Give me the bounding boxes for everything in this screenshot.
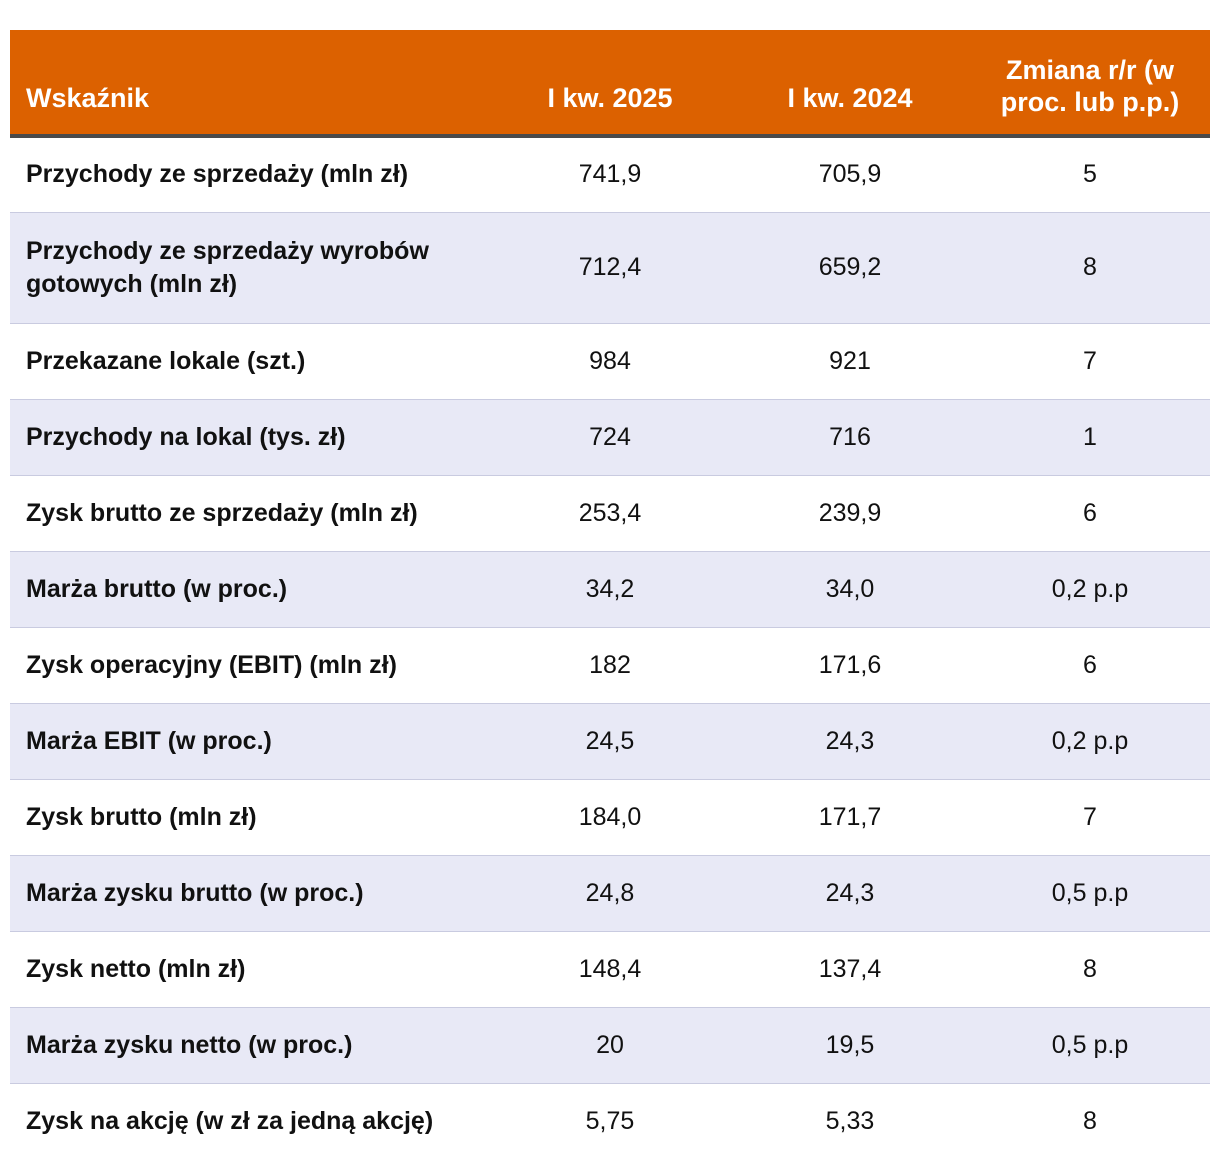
- table-row: Przychody ze sprzedaży (mln zł) 741,9 70…: [10, 136, 1210, 213]
- table-header: Wskaźnik I kw. 2025 I kw. 2024 Zmiana r/…: [10, 30, 1210, 138]
- table-row: Marża zysku brutto (w proc.) 24,8 24,3 0…: [10, 855, 1210, 932]
- row-label: Zysk na akcję (w zł za jedną akcję): [26, 1106, 434, 1135]
- row-label: Zysk netto (mln zł): [10, 931, 490, 1008]
- value-q1-2025: 34,2: [490, 551, 730, 628]
- value-yoy-change: 0,5 p.p: [970, 855, 1210, 932]
- value-q1-2025: 984: [490, 323, 730, 400]
- value-yoy-change: 0,5 p.p: [970, 1007, 1210, 1084]
- table-row: Marża brutto (w proc.) 34,2 34,0 0,2 p.p: [10, 551, 1210, 628]
- row-label: Marża brutto (w proc.): [10, 551, 490, 628]
- header-q1-2024: I kw. 2024: [730, 30, 970, 138]
- table-row: Marża EBIT (w proc.) 24,5 24,3 0,2 p.p: [10, 703, 1210, 780]
- value-q1-2025: 182: [490, 627, 730, 704]
- value-q1-2025: 20: [490, 1007, 730, 1084]
- row-label: Zysk brutto ze sprzedaży (mln zł): [10, 475, 490, 552]
- header-indicator: Wskaźnik: [10, 30, 490, 138]
- value-q1-2024: 171,7: [730, 779, 970, 856]
- value-yoy-change: 0,2 p.p: [970, 703, 1210, 780]
- table-row: Przychody ze sprzedaży wyrobów gotowych …: [10, 212, 1210, 324]
- value-q1-2024: 921: [730, 323, 970, 400]
- row-label: Marża zysku brutto (w proc.): [10, 855, 490, 932]
- value-yoy-change: 8: [970, 931, 1210, 1008]
- value-q1-2024: 705,9: [730, 136, 970, 213]
- financial-table-container: Wskaźnik I kw. 2025 I kw. 2024 Zmiana r/…: [10, 30, 1210, 1159]
- value-q1-2025: 5,75: [585, 1106, 635, 1135]
- header-row: Wskaźnik I kw. 2025 I kw. 2024 Zmiana r/…: [10, 30, 1210, 138]
- value-yoy-change: 7: [970, 323, 1210, 400]
- value-q1-2024: 24,3: [730, 855, 970, 932]
- value-q1-2024: 171,6: [730, 627, 970, 704]
- row-label: Zysk operacyjny (EBIT) (mln zł): [10, 627, 490, 704]
- value-yoy-change: 8: [970, 212, 1210, 324]
- row-label: Przychody ze sprzedaży wyrobów gotowych …: [10, 212, 490, 324]
- value-yoy-change: 6: [970, 475, 1210, 552]
- value-q1-2025: 24,8: [490, 855, 730, 932]
- value-q1-2024: 659,2: [730, 212, 970, 324]
- value-q1-2024: 34,0: [730, 551, 970, 628]
- row-label: Przychody ze sprzedaży (mln zł): [10, 136, 490, 213]
- value-q1-2024: 239,9: [730, 475, 970, 552]
- row-label: Przekazane lokale (szt.): [10, 323, 490, 400]
- value-q1-2024: 24,3: [730, 703, 970, 780]
- header-yoy-change: Zmiana r/r (w proc. lub p.p.): [970, 30, 1210, 138]
- table-row: Przekazane lokale (szt.) 984 921 7: [10, 323, 1210, 400]
- value-yoy-change: 1: [970, 399, 1210, 476]
- financial-indicators-table: Wskaźnik I kw. 2025 I kw. 2024 Zmiana r/…: [10, 30, 1210, 1159]
- value-q1-2025: 741,9: [490, 136, 730, 213]
- value-q1-2025: 24,5: [490, 703, 730, 780]
- row-label: Marża zysku netto (w proc.): [10, 1007, 490, 1084]
- table-row: Zysk operacyjny (EBIT) (mln zł) 182 171,…: [10, 627, 1210, 704]
- value-q1-2024: 716: [730, 399, 970, 476]
- value-yoy-change: 8: [1083, 1106, 1097, 1135]
- value-q1-2024: 5,33: [825, 1106, 875, 1135]
- value-yoy-change: 6: [970, 627, 1210, 704]
- table-row: Przychody na lokal (tys. zł) 724 716 1: [10, 399, 1210, 476]
- table-row: Zysk na akcję (w zł za jedną akcję) 5,75…: [10, 1083, 1210, 1159]
- table-row: Zysk brutto ze sprzedaży (mln zł) 253,4 …: [10, 475, 1210, 552]
- value-q1-2025: 724: [490, 399, 730, 476]
- value-q1-2025: 253,4: [490, 475, 730, 552]
- table-row: Marża zysku netto (w proc.) 20 19,5 0,5 …: [10, 1007, 1210, 1084]
- value-yoy-change: 5: [970, 136, 1210, 213]
- table-body: Przychody ze sprzedaży (mln zł) 741,9 70…: [10, 136, 1210, 1159]
- row-label: Zysk brutto (mln zł): [10, 779, 490, 856]
- value-q1-2025: 184,0: [490, 779, 730, 856]
- table-row: Zysk brutto (mln zł) 184,0 171,7 7: [10, 779, 1210, 856]
- header-q1-2025: I kw. 2025: [490, 30, 730, 138]
- row-label: Marża EBIT (w proc.): [10, 703, 490, 780]
- value-yoy-change: 7: [970, 779, 1210, 856]
- value-q1-2024: 137,4: [730, 931, 970, 1008]
- value-q1-2025: 148,4: [490, 931, 730, 1008]
- value-q1-2025: 712,4: [490, 212, 730, 324]
- table-row: Zysk netto (mln zł) 148,4 137,4 8: [10, 931, 1210, 1008]
- row-label: Przychody na lokal (tys. zł): [10, 399, 490, 476]
- value-yoy-change: 0,2 p.p: [970, 551, 1210, 628]
- value-q1-2024: 19,5: [730, 1007, 970, 1084]
